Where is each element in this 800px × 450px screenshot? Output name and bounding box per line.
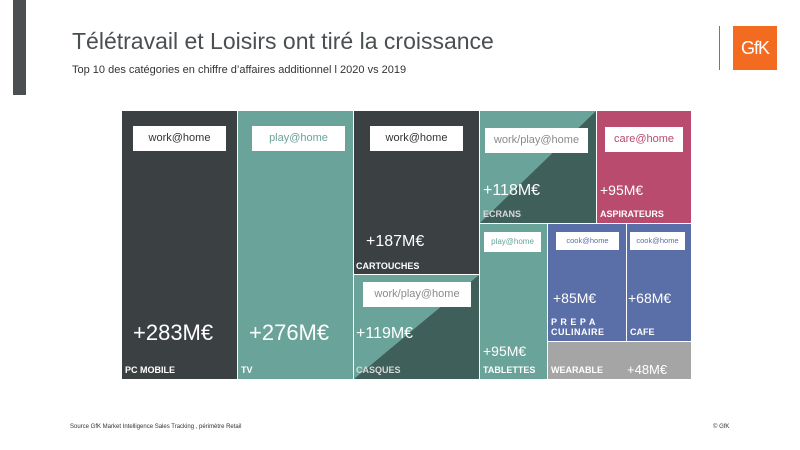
tile-tag-cartouches: work@home <box>370 126 463 151</box>
tile-label-aspirateurs: ASPIRATEURS <box>600 209 664 219</box>
gfk-logo: GfK <box>733 26 777 70</box>
tile-tag-cafe: cook@home <box>630 232 685 250</box>
tile-value-tv: +276M€ <box>249 320 330 345</box>
tile-casques: work/play@home +119M€ CASQUES <box>354 275 479 379</box>
tile-tag-prepa-culinaire: cook@home <box>556 232 619 250</box>
tile-tag-tv: play@home <box>252 126 345 151</box>
tile-tag-tablettes: play@home <box>484 232 541 252</box>
tile-value-wearable: +48M€ <box>627 362 668 377</box>
logo-divider <box>719 26 720 70</box>
tile-label-ecrans: ECRANS <box>483 209 522 219</box>
tile-label-pc-mobile: PC MOBILE <box>125 365 176 375</box>
tile-cartouches: work@home +187M€ CARTOUCHES <box>354 111 479 274</box>
tile-value-casques: +119M€ <box>356 325 414 342</box>
tile-aspirateurs: care@home +95M€ ASPIRATEURS <box>597 111 691 223</box>
source-note: Source GfK Market Intelligence Sales Tra… <box>70 424 242 430</box>
tile-tv: play@home +276M€ TV <box>238 111 353 379</box>
tile-tag-aspirateurs: care@home <box>605 127 683 152</box>
tile-pc-mobile: work@home +283M€ PC MOBILE <box>122 111 237 379</box>
tile-value-cartouches: +187M€ <box>366 233 425 250</box>
tile-value-pc-mobile: +283M€ <box>133 320 214 345</box>
tile-value-ecrans: +118M€ <box>483 182 541 199</box>
tile-tag-casques: work/play@home <box>363 282 471 307</box>
tile-tag-ecrans: work/play@home <box>485 128 588 153</box>
tile-value-aspirateurs: +95M€ <box>600 182 644 198</box>
tile-label-tablettes: TABLETTES <box>483 365 536 375</box>
page-title: Télétravail et Loisirs ont tiré la crois… <box>72 28 494 54</box>
tile-label-tv: TV <box>241 365 253 375</box>
tile-cafe: cook@home +68M€ CAFE <box>627 224 691 341</box>
tile-tablettes: play@home +95M€ TABLETTES <box>480 224 547 379</box>
copyright: © GfK <box>713 424 730 430</box>
tile-label-cartouches: CARTOUCHES <box>356 261 420 271</box>
tile-label-cafe: CAFE <box>630 327 655 337</box>
page-subtitle: Top 10 des catégories en chiffre d’affai… <box>72 64 407 76</box>
tile-prepa-culinaire: cook@home +85M€ P R E P A CULINAIRE <box>548 224 626 341</box>
tile-value-cafe: +68M€ <box>628 290 672 306</box>
tile-ecrans: work/play@home +118M€ ECRANS <box>480 111 596 223</box>
left-accent-bar <box>13 0 26 95</box>
tile-value-prepa-culinaire: +85M€ <box>553 290 597 306</box>
tile-label-prepa-culinaire: P R E P A CULINAIRE <box>551 317 605 337</box>
tile-label-wearable: WEARABLE <box>551 365 603 375</box>
tile-value-tablettes: +95M€ <box>483 343 527 359</box>
tile-wearable: +48M€ WEARABLE <box>548 342 691 379</box>
tile-tag-pc-mobile: work@home <box>133 126 226 151</box>
tile-label-casques: CASQUES <box>356 365 401 375</box>
